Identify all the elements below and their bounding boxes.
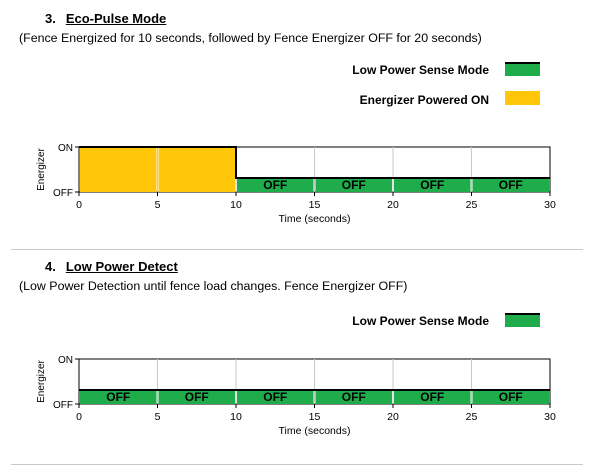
x-tick-label: 25 <box>466 199 478 211</box>
segment-bar <box>158 390 235 404</box>
section-3-heading: 3. Eco-Pulse Mode <box>45 11 166 26</box>
segment-label: OFF <box>185 390 209 404</box>
section-divider <box>11 464 583 465</box>
segment-bar <box>80 390 157 404</box>
legend-low-power-sense-label: Low Power Sense Mode <box>352 314 489 328</box>
segment-label: OFF <box>106 390 130 404</box>
segment-bar <box>472 390 549 404</box>
y-tick-label: OFF <box>53 188 73 199</box>
section-divider <box>11 249 583 250</box>
section-3-title: Eco-Pulse Mode <box>65 11 167 26</box>
segment-label: OFF <box>342 390 366 404</box>
section-3-number: 3. <box>45 11 56 26</box>
section-4-heading: 4. Low Power Detect <box>45 259 178 274</box>
x-tick-label: 10 <box>230 199 242 211</box>
x-tick-label: 15 <box>309 199 321 211</box>
segment-bar <box>472 178 549 192</box>
segment-bar <box>315 178 392 192</box>
segment-bar <box>315 390 392 404</box>
green-swatch-icon <box>505 62 540 76</box>
segment-label: OFF <box>420 178 444 192</box>
x-tick-label: 30 <box>544 199 556 211</box>
state-line <box>79 146 550 179</box>
x-axis-label: Time (seconds) <box>279 425 351 437</box>
section-3-subtitle: (Fence Energized for 10 seconds, followe… <box>19 31 482 45</box>
x-tick-label: 0 <box>76 411 82 423</box>
section-4-subtitle: (Low Power Detection until fence load ch… <box>19 279 408 293</box>
x-tick-label: 10 <box>230 411 242 423</box>
x-tick-label: 15 <box>309 411 321 423</box>
segment-label: OFF <box>263 390 287 404</box>
x-axis-label: Time (seconds) <box>279 213 351 225</box>
x-tick-label: 20 <box>387 411 399 423</box>
y-tick-label: ON <box>58 355 73 366</box>
legend-low-power-sense-label: Low Power Sense Mode <box>352 63 489 77</box>
segment-bar <box>80 147 157 192</box>
segment-label: OFF <box>499 178 523 192</box>
segment-bar <box>394 390 471 404</box>
x-tick-label: 0 <box>76 199 82 211</box>
low-power-detect-timeline-chart: OFF OFF OFF OFF OFF OFF OFF ON Energizer 0 5 10 15 20… <box>36 355 556 437</box>
green-swatch-icon <box>505 313 540 327</box>
x-tick-label: 25 <box>466 411 478 423</box>
segment-bar <box>237 178 314 192</box>
x-tick-label: 5 <box>155 411 161 423</box>
segment-bar <box>158 147 235 192</box>
eco-pulse-timeline-chart: OFF OFF OFF OFF OFF ON Energizer 0 5 10 15 20 25 30 Ti… <box>36 143 556 225</box>
y-tick-label: OFF <box>53 400 73 411</box>
x-tick-label: 5 <box>155 199 161 211</box>
y-axis-label: Energizer <box>36 359 47 402</box>
segment-label: OFF <box>499 390 523 404</box>
x-tick-label: 30 <box>544 411 556 423</box>
segment-label: OFF <box>342 178 366 192</box>
yellow-swatch-icon <box>505 91 540 105</box>
legend-energizer-on-label: Energizer Powered ON <box>359 93 489 107</box>
segment-bar <box>237 390 314 404</box>
segment-label: OFF <box>420 390 444 404</box>
segment-label: OFF <box>263 178 287 192</box>
segment-bar <box>394 178 471 192</box>
x-tick-label: 20 <box>387 199 399 211</box>
y-tick-label: ON <box>58 143 73 154</box>
y-axis-label: Energizer <box>36 147 47 190</box>
section-4-number: 4. <box>45 259 56 274</box>
section-4-title: Low Power Detect <box>65 259 178 274</box>
